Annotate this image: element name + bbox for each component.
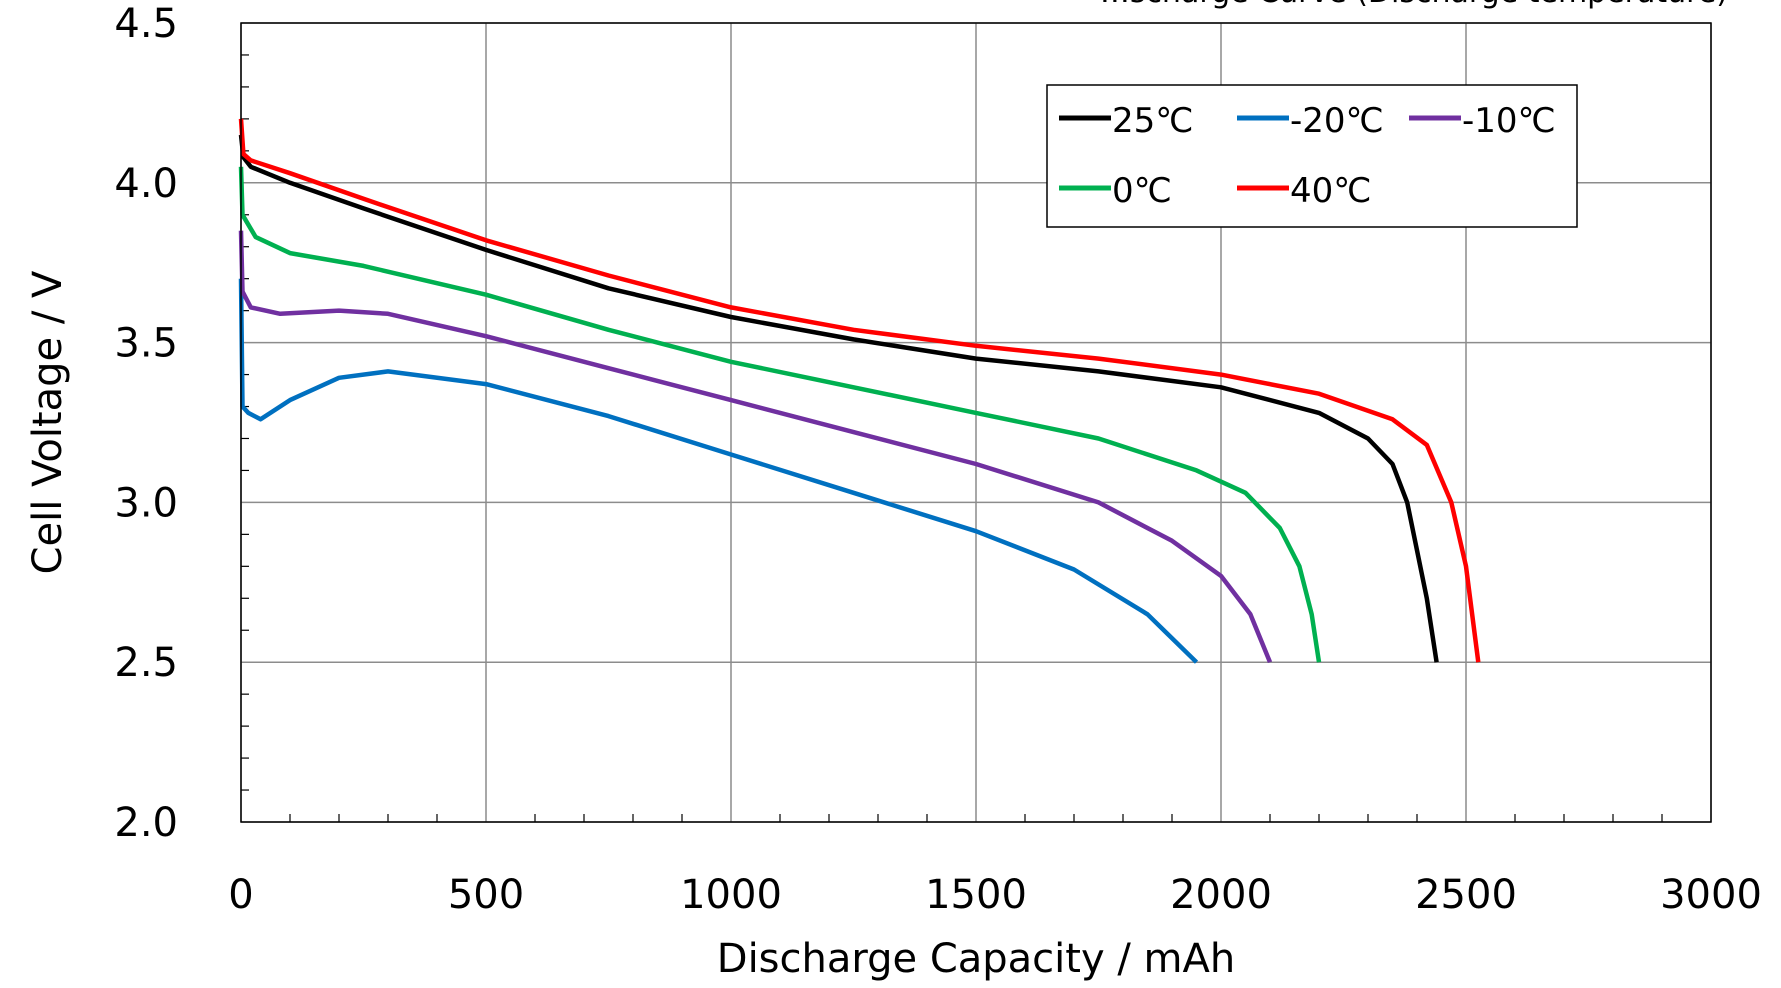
series-line-1 <box>238 278 1199 664</box>
series-line-0 <box>238 134 1439 663</box>
legend-label-4: 40℃ <box>1290 171 1371 211</box>
x-tick-label-0: 0 <box>228 872 253 918</box>
plot-area-frame <box>240 22 1712 823</box>
legend-label-1: -20℃ <box>1290 101 1384 141</box>
y-tick-label-1: 2.5 <box>114 640 178 686</box>
x-tick-label-3: 1500 <box>925 872 1027 918</box>
minor-ticks <box>241 54 1663 822</box>
legend-label-3: 0℃ <box>1112 171 1172 211</box>
legend-label-2: -10℃ <box>1462 101 1556 141</box>
x-tick-label-2: 1000 <box>680 872 782 918</box>
y-axis-title: Cell Voltage / V <box>25 270 71 574</box>
y-tick-label-2: 3.0 <box>114 480 178 526</box>
x-tick-label-5: 2500 <box>1415 872 1517 918</box>
y-tick-label-3: 3.5 <box>114 321 178 367</box>
chart-title-partial: …scharge Curve (Discharge temperature) <box>1100 0 1728 10</box>
x-tick-label-4: 2000 <box>1170 872 1272 918</box>
series-layer <box>238 118 1481 664</box>
series-line-3 <box>238 166 1322 663</box>
legend-box <box>1046 84 1578 228</box>
legend-label-0: 25℃ <box>1112 101 1193 141</box>
y-tick-labels: 2.0 2.5 3.0 3.5 4.0 4.5 <box>114 1 178 846</box>
series-line-4 <box>238 118 1481 663</box>
x-tick-labels: 0 500 1000 1500 2000 2500 3000 <box>228 872 1762 918</box>
series-line-2 <box>238 230 1273 664</box>
x-tick-label-6: 3000 <box>1660 872 1762 918</box>
y-tick-label-5: 4.5 <box>114 1 178 47</box>
y-tick-label-4: 4.0 <box>114 161 178 207</box>
x-tick-label-1: 500 <box>448 872 524 918</box>
x-axis-title: Discharge Capacity / mAh <box>717 936 1235 982</box>
legend: 25℃ -20℃ -10℃ 0℃ 40℃ <box>1046 84 1578 228</box>
y-tick-label-0: 2.0 <box>114 800 178 846</box>
